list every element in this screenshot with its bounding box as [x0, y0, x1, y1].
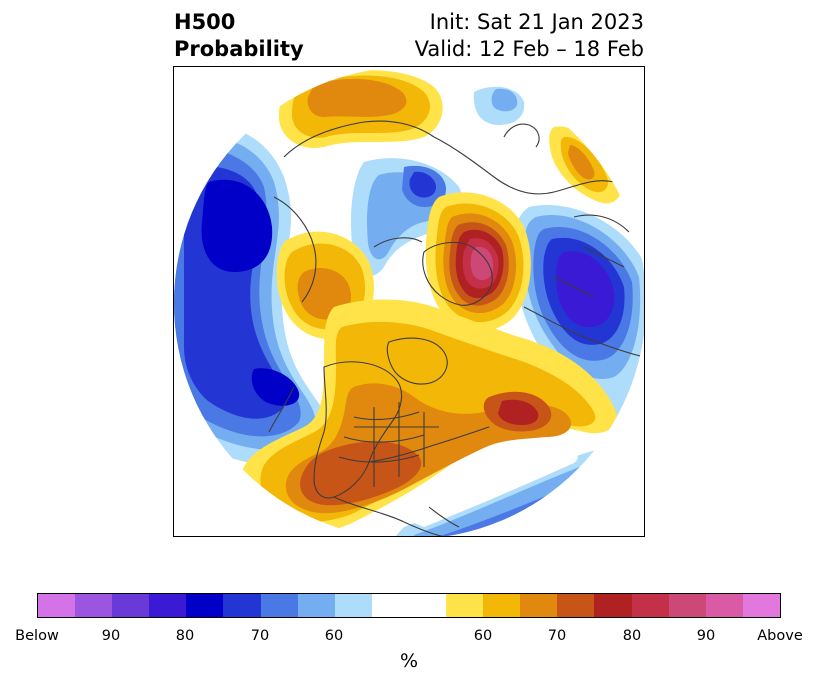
polar-stereographic-map-icon	[174, 67, 644, 536]
colorbar-swatch	[557, 594, 595, 617]
valid-label: Valid: 12 Feb – 18 Feb	[414, 37, 644, 61]
pacific-below-anomaly	[174, 123, 329, 466]
chart-title-right: Init: Sat 21 Jan 2023 Valid: 12 Feb – 18…	[415, 9, 644, 63]
colorbar-tick-4: 60	[324, 628, 344, 644]
colorbar-swatch	[631, 594, 669, 617]
chart-title-left: H500 Probability	[174, 9, 304, 63]
colorbar-swatch	[75, 594, 113, 617]
canada-above-anomaly	[276, 231, 374, 340]
north-pacific-above-anomaly	[279, 70, 443, 148]
colorbar-tick-0: Below	[15, 628, 59, 644]
colorbar-swatch	[297, 594, 335, 617]
init-label: Init: Sat 21 Jan 2023	[429, 10, 644, 34]
colorbar-swatch	[38, 594, 76, 617]
colorbar-swatch	[446, 594, 484, 617]
colorbar-tick-8: 90	[696, 628, 716, 644]
colorbar-tick-6: 70	[547, 628, 567, 644]
arctic-above-anomaly	[425, 192, 531, 332]
colorbar-tick-9: Above	[757, 628, 803, 644]
colorbar-tick-1: 90	[101, 628, 121, 644]
colorbar-swatch	[149, 594, 187, 617]
variable-label: H500	[174, 10, 236, 34]
northeast-above-anomaly	[549, 126, 622, 204]
colorbar-swatch	[371, 594, 409, 617]
colorbar-tick-2: 80	[175, 628, 195, 644]
colorbar-tick-7: 80	[622, 628, 642, 644]
colorbar-swatch	[334, 594, 372, 617]
eurasia-below-anomaly	[513, 205, 644, 420]
subtitle-label: Probability	[174, 37, 304, 61]
colorbar-swatch	[520, 594, 558, 617]
colorbar-swatch	[112, 594, 150, 617]
colorbar-unit: %	[399, 650, 419, 672]
colorbar-swatch	[408, 594, 447, 617]
colorbar-swatch	[594, 594, 632, 617]
colorbar-swatch	[260, 594, 298, 617]
colorbar-swatch	[705, 594, 743, 617]
colorbar-tick-5: 60	[473, 628, 493, 644]
colorbar-tick-3: 70	[250, 628, 270, 644]
probability-map	[173, 66, 645, 537]
colorbar-swatch	[742, 594, 780, 617]
colorbar-swatch	[186, 594, 224, 617]
colorbar-swatch	[668, 594, 706, 617]
colorbar	[37, 593, 781, 618]
colorbar-swatch	[483, 594, 521, 617]
colorbar-swatch	[223, 594, 261, 617]
